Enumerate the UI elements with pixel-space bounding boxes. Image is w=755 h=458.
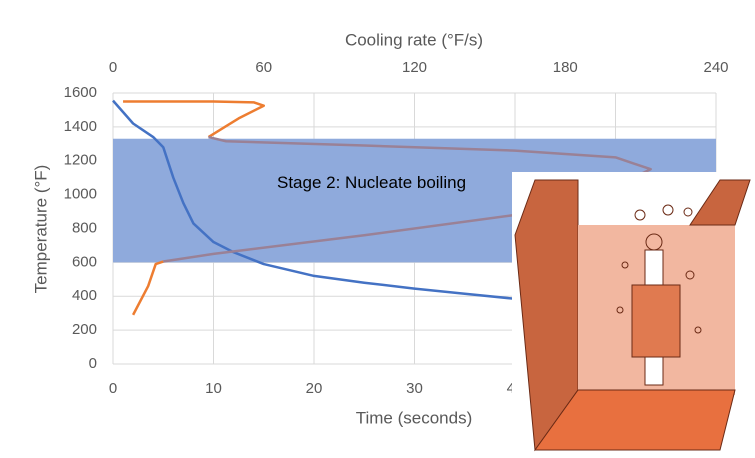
y-tick-label: 1600: [64, 84, 97, 101]
y-tick-label: 1000: [64, 186, 97, 203]
illustration: [512, 172, 755, 458]
x-axis-title: Time (seconds): [356, 408, 473, 427]
y-tick-label: 200: [72, 321, 97, 338]
line-series: [112, 99, 516, 301]
bubble: [634, 209, 646, 221]
x2-tick-label: 0: [109, 59, 117, 76]
x-tick-label: 30: [406, 380, 423, 397]
tank-right-wall: [689, 179, 751, 226]
bubble: [616, 306, 624, 314]
x-tick-label: 0: [109, 380, 117, 397]
y-tick-label: 400: [72, 287, 97, 304]
x2-tick-label: 240: [703, 59, 728, 76]
tank-floor: [534, 389, 736, 451]
line-series: [131, 260, 164, 316]
bubble: [645, 233, 663, 251]
part-body: [631, 284, 681, 358]
bubble: [694, 326, 702, 334]
y-tick-label: 1400: [64, 118, 97, 135]
line-series: [163, 135, 652, 263]
x2-axis-title: Cooling rate (°F/s): [345, 30, 483, 49]
x-tick-label: 10: [205, 380, 222, 397]
bubble: [683, 207, 693, 217]
bubble: [662, 204, 674, 216]
y-tick-label: 800: [72, 219, 97, 236]
line-series: [123, 100, 265, 139]
y-axis-title: Temperature (°F): [31, 165, 50, 294]
y-tick-label: 1200: [64, 152, 97, 169]
x2-tick-label: 180: [553, 59, 578, 76]
x2-tick-label: 60: [255, 59, 272, 76]
band-label: Stage 2: Nucleate boiling: [277, 173, 466, 192]
bubble: [685, 270, 695, 280]
x2-tick-label: 120: [402, 59, 427, 76]
bubble: [621, 261, 629, 269]
y-tick-label: 0: [89, 355, 97, 372]
x-tick-label: 20: [306, 380, 323, 397]
y-tick-label: 600: [72, 253, 97, 270]
